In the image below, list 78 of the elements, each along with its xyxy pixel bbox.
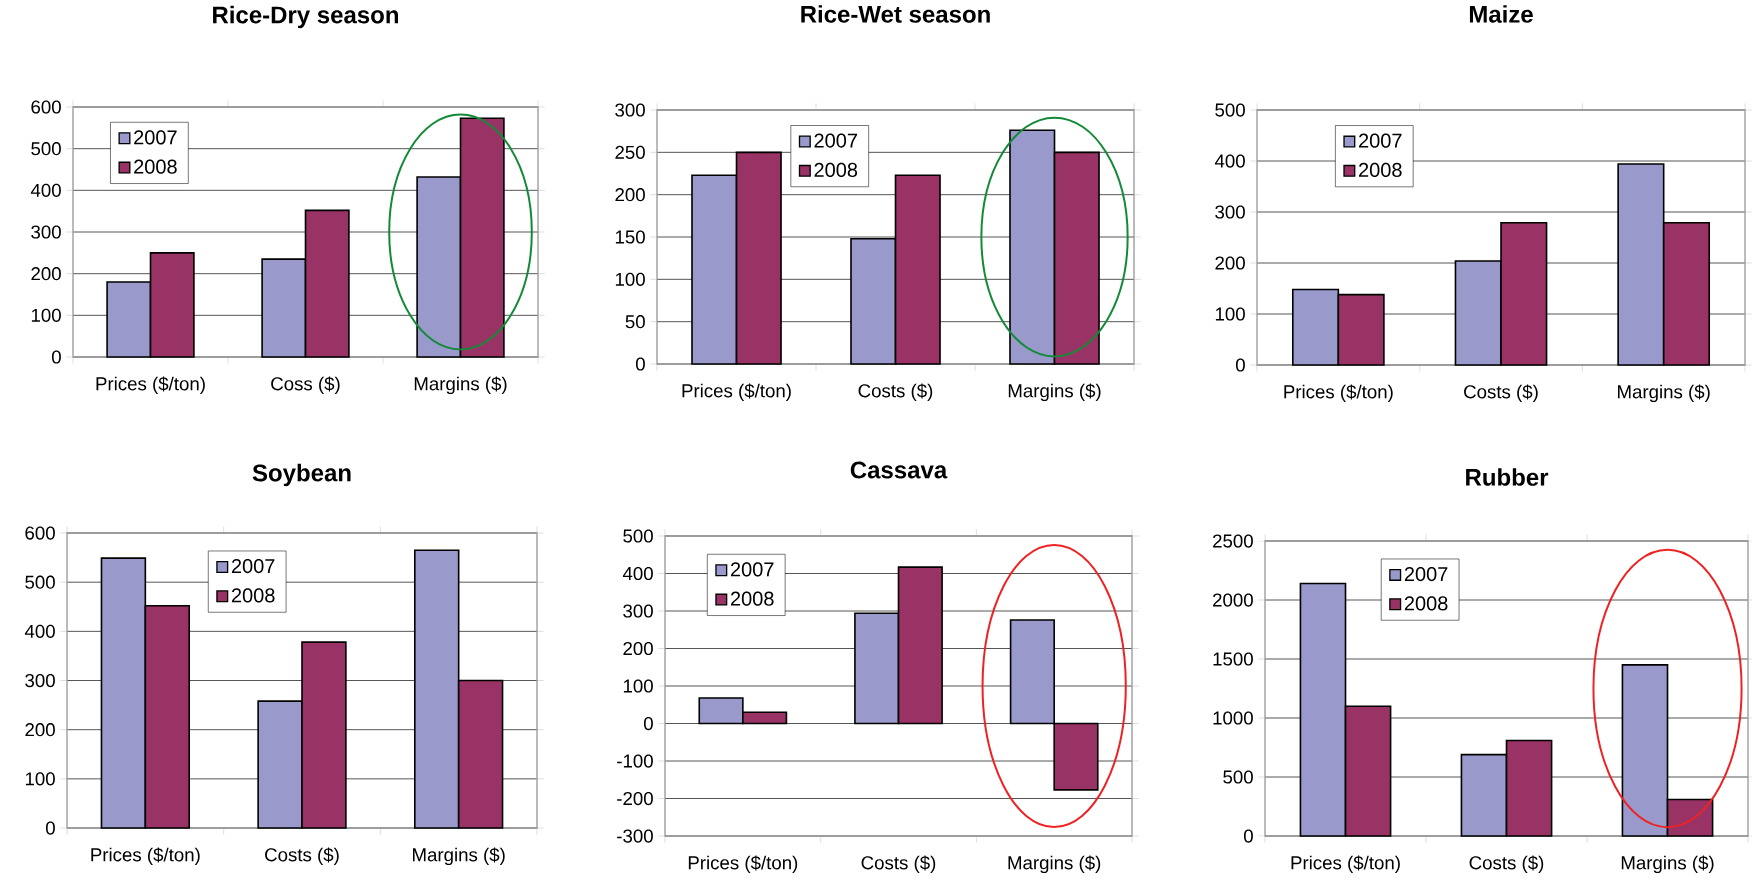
x-tick-label: Margins ($) [414, 376, 507, 395]
chart-title: Rubber [1466, 468, 1549, 486]
legend-label: 2008 [1359, 162, 1402, 178]
y-tick-label: 600 [31, 100, 61, 114]
y-tick-label: 0 [51, 350, 61, 364]
y-tick-label: 500 [25, 575, 55, 589]
y-tick-label: 100 [1215, 307, 1245, 321]
y-tick-label: 1000 [1213, 711, 1253, 725]
x-tick-label: Costs ($) [861, 855, 936, 874]
chart-title: Rice-Wet season [801, 5, 990, 23]
y-tick-label: 300 [1215, 205, 1245, 219]
y-tick-label: -100 [617, 754, 653, 768]
y-tick-label: 500 [623, 529, 653, 543]
x-tick-label: Costs ($) [1464, 384, 1538, 403]
y-tick-label: 500 [1215, 103, 1245, 117]
y-tick-label: 150 [615, 230, 645, 244]
legend-label: 2007 [730, 562, 774, 577]
x-tick-label: Margins ($) [1008, 383, 1101, 402]
legend-label: 2008 [814, 162, 858, 177]
legend-label: 2007 [231, 558, 275, 574]
legend-label: 2007 [134, 130, 177, 145]
y-tick-label: 400 [24, 624, 55, 638]
y-tick-label: 0 [635, 357, 645, 371]
x-tick-label: Margins ($) [1621, 855, 1714, 874]
legend-label: 2007 [1404, 566, 1448, 582]
chart-title: Rice-Dry season [213, 5, 399, 29]
x-tick-label: Prices ($/ton) [91, 847, 200, 866]
y-tick-label: 0 [45, 821, 55, 835]
x-tick-label: Costs ($) [858, 383, 933, 402]
x-tick-label: Prices ($/ton) [96, 376, 205, 395]
y-tick-label: 400 [1214, 154, 1245, 168]
x-tick-label: Prices ($/ton) [1284, 384, 1393, 403]
chart-title: Cassava [850, 461, 948, 479]
legend-label: 2008 [231, 588, 275, 603]
legend-label: 2008 [134, 159, 177, 174]
y-tick-label: 2000 [1213, 593, 1253, 607]
x-tick-label: Margins ($) [413, 847, 505, 866]
y-tick-label: 400 [30, 183, 61, 197]
y-tick-label: 1500 [1213, 652, 1253, 666]
x-tick-label: Coss ($) [271, 376, 340, 395]
y-tick-label: 200 [25, 723, 55, 737]
y-tick-label: 300 [615, 103, 645, 117]
y-tick-label: 300 [623, 604, 653, 618]
y-tick-label: 100 [623, 679, 653, 693]
x-tick-label: Margins ($) [1008, 855, 1101, 874]
y-tick-label: 100 [25, 772, 55, 786]
x-tick-label: Prices ($/ton) [1291, 855, 1400, 874]
y-tick-label: 200 [31, 267, 61, 281]
legend-label: 2008 [1404, 596, 1448, 611]
y-tick-label: 2500 [1213, 534, 1253, 548]
y-tick-label: -200 [617, 791, 653, 806]
x-tick-label: Prices ($/ton) [682, 383, 791, 402]
y-tick-label: 400 [622, 566, 653, 581]
y-tick-label: 250 [615, 145, 645, 159]
y-tick-label: 0 [1235, 358, 1245, 372]
y-tick-label: 0 [643, 716, 653, 731]
legend-label: 2007 [1359, 133, 1402, 148]
y-tick-label: 500 [31, 142, 61, 156]
y-tick-label: 500 [1223, 770, 1253, 784]
y-tick-label: 300 [31, 225, 61, 239]
y-tick-label: 600 [25, 526, 55, 540]
chart-title: Maize [1469, 5, 1533, 23]
y-tick-label: -300 [617, 829, 653, 843]
y-tick-label: 300 [25, 673, 55, 688]
x-tick-label: Margins ($) [1618, 384, 1710, 403]
legend-label: 2008 [730, 591, 774, 606]
legend-label: 2007 [814, 133, 857, 148]
y-tick-label: 0 [1243, 829, 1253, 843]
y-tick-label: 200 [1215, 256, 1245, 270]
y-tick-label: 200 [623, 641, 653, 656]
chart-title: Soybean [252, 463, 351, 487]
y-tick-label: 100 [31, 308, 61, 322]
x-tick-label: Prices ($/ton) [688, 855, 798, 874]
y-tick-label: 200 [615, 188, 645, 202]
x-tick-label: Costs ($) [265, 847, 339, 866]
x-tick-label: Costs ($) [1469, 855, 1544, 874]
y-tick-label: 50 [625, 315, 645, 329]
y-tick-label: 100 [615, 272, 645, 286]
